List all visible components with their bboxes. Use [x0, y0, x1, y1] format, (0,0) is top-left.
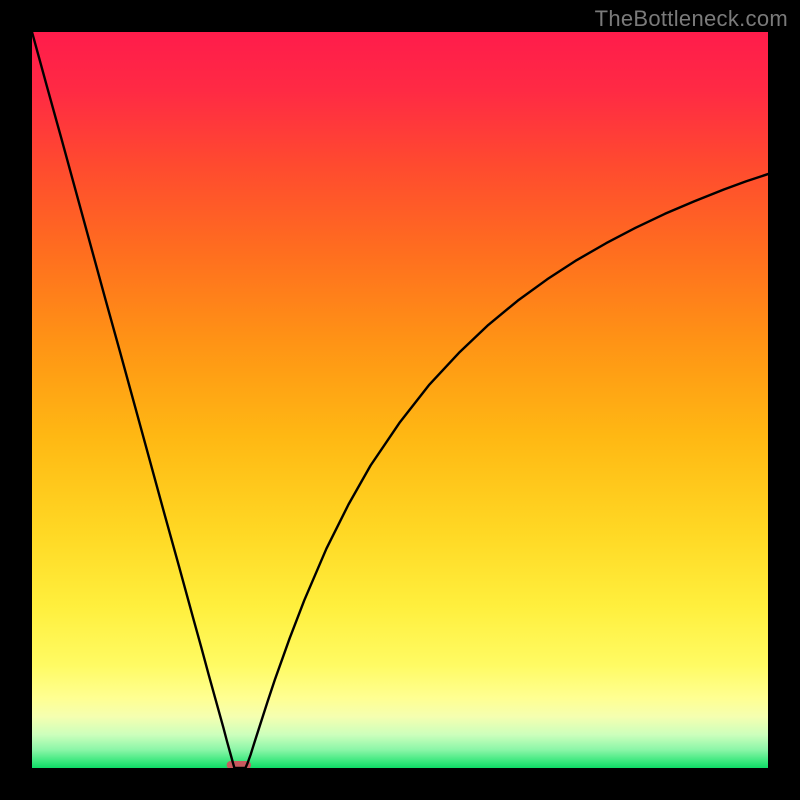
gradient-background	[32, 32, 768, 768]
chart-container: TheBottleneck.com	[0, 0, 800, 800]
watermark-text: TheBottleneck.com	[595, 6, 788, 32]
plot-area	[32, 32, 768, 768]
chart-svg	[32, 32, 768, 768]
